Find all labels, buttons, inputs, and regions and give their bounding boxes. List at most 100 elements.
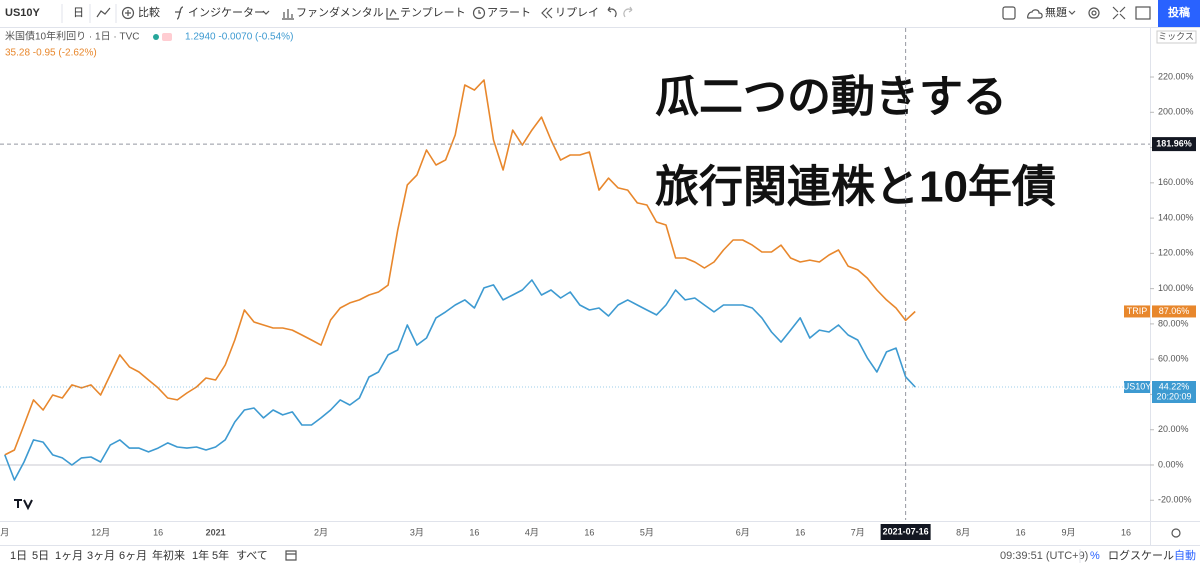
symbol[interactable]: US10Y bbox=[5, 7, 41, 19]
toolbar-item[interactable]: リプレイ bbox=[555, 6, 599, 19]
log-toggle[interactable]: ログスケール bbox=[1108, 548, 1174, 562]
chevron[interactable] bbox=[1068, 10, 1076, 15]
range-button[interactable]: 5年 bbox=[212, 548, 229, 562]
x-tick-label: 16 bbox=[1016, 527, 1026, 537]
chart-style-icon[interactable] bbox=[96, 7, 111, 18]
date-range-icon[interactable] bbox=[285, 550, 297, 561]
clock: 09:39:51 (UTC+9) bbox=[1000, 550, 1088, 562]
x-tick-label: 16 bbox=[584, 527, 594, 537]
range-button[interactable]: 3ヶ月 bbox=[87, 550, 115, 562]
annotation: 旅行関連株と10年債 bbox=[655, 163, 1056, 212]
annotation: 瓜二つの動きする bbox=[655, 73, 1007, 122]
expand-icon[interactable] bbox=[1112, 6, 1126, 20]
y-tick-label: -20.00% bbox=[1158, 495, 1192, 505]
series-name-badge bbox=[1124, 381, 1150, 394]
fullscreen-icon[interactable] bbox=[1135, 6, 1151, 20]
crosshair-x-label: 2021-07-16 bbox=[883, 526, 929, 536]
x-tick-label: 16 bbox=[469, 527, 479, 537]
toolbar-item[interactable]: テンプレート bbox=[400, 6, 466, 19]
range-button[interactable]: 5日 bbox=[32, 550, 49, 562]
template-icon[interactable] bbox=[386, 8, 399, 20]
legend-main-quote: 1.2940 -0.0070 (-0.54%) bbox=[185, 32, 293, 43]
scale-mode-box[interactable] bbox=[1156, 30, 1197, 44]
last-value-label: 44.22% bbox=[1159, 381, 1190, 391]
compare-icon[interactable] bbox=[121, 6, 135, 20]
x-tick-label: 9月 bbox=[1062, 527, 1076, 537]
crosshair-x-box bbox=[880, 524, 931, 540]
settings-icon-core bbox=[1091, 10, 1097, 16]
undo-icon[interactable] bbox=[607, 6, 617, 18]
y-tick-label: 140.00% bbox=[1158, 212, 1194, 222]
x-tick-label: 16 bbox=[153, 527, 163, 537]
x-tick-label: 12月 bbox=[91, 527, 110, 537]
y-tick-label: 220.00% bbox=[1158, 71, 1194, 81]
legend-main: 米国債10年利回り · 1日 · TVC bbox=[5, 30, 139, 43]
alert-icon[interactable] bbox=[472, 6, 486, 20]
x-tick-label: 3月 bbox=[410, 527, 424, 537]
range-button[interactable]: 1ヶ月 bbox=[55, 550, 83, 562]
interval[interactable]: 日 bbox=[73, 7, 84, 19]
indicator-icon[interactable] bbox=[175, 6, 184, 20]
x-tick-label: 4月 bbox=[525, 527, 539, 537]
range-button[interactable]: すべて bbox=[236, 549, 268, 562]
x-tick-label: 月 bbox=[0, 527, 9, 537]
compare-icon-plus bbox=[125, 10, 131, 16]
series-line bbox=[4, 79, 916, 456]
y-tick-label: 0.00% bbox=[1158, 459, 1184, 469]
range-button[interactable]: 1日 bbox=[10, 550, 27, 562]
chevron[interactable] bbox=[262, 10, 270, 15]
x-tick-label: 2月 bbox=[314, 527, 328, 537]
x-tick-label: 16 bbox=[795, 527, 805, 537]
countdown: 20:20:09 bbox=[1156, 391, 1191, 401]
settings-icon[interactable] bbox=[1088, 7, 1100, 19]
y-tick-label: 100.00% bbox=[1158, 283, 1194, 293]
publish-label[interactable]: 投稿 bbox=[1168, 5, 1190, 19]
x-tick-label: 16 bbox=[1121, 527, 1131, 537]
tradingview-logo bbox=[14, 499, 33, 511]
y-tick-label: 20.00% bbox=[1158, 424, 1189, 434]
alert-icon-hands bbox=[478, 10, 481, 14]
crosshair-y-label: 181.96% bbox=[1156, 138, 1192, 148]
percent-toggle[interactable]: % bbox=[1090, 550, 1100, 562]
toolbar-item[interactable]: 比較 bbox=[138, 5, 160, 19]
y-tick-label: 80.00% bbox=[1158, 318, 1189, 328]
y-tick-label: 120.00% bbox=[1158, 248, 1194, 258]
x-tick-label: 6月 bbox=[736, 527, 750, 537]
series-line bbox=[4, 279, 916, 481]
legend-dot bbox=[162, 33, 172, 41]
range-button[interactable]: 1年 bbox=[192, 548, 209, 562]
publish-button[interactable] bbox=[1158, 0, 1200, 27]
auto-toggle[interactable]: 自動 bbox=[1174, 548, 1196, 562]
legend-dot bbox=[153, 34, 159, 40]
range-button[interactable]: 6ヶ月 bbox=[119, 550, 147, 562]
x-tick-label: 5月 bbox=[640, 527, 654, 537]
replay-icon[interactable] bbox=[541, 7, 553, 19]
toolbar-item[interactable]: インジケーター bbox=[188, 6, 265, 19]
y-tick-label: 200.00% bbox=[1158, 107, 1194, 117]
last-value-badge bbox=[1152, 381, 1196, 404]
toolbar bbox=[0, 0, 1200, 27]
series-name: US10Y bbox=[1123, 381, 1152, 391]
fundamental-icon[interactable] bbox=[282, 9, 294, 20]
scale-mode[interactable]: ミックス bbox=[1158, 31, 1194, 41]
y-tick-label: 160.00% bbox=[1158, 177, 1194, 187]
toolbar-item[interactable]: ファンダメンタル bbox=[296, 5, 384, 19]
range-button[interactable]: 年初来 bbox=[152, 548, 185, 562]
crosshair-y-box bbox=[1152, 137, 1196, 152]
cloud-icon[interactable] bbox=[1027, 9, 1043, 19]
series-name-badge bbox=[1124, 305, 1150, 318]
last-value-badge bbox=[1152, 305, 1196, 318]
toolbar-item[interactable]: アラート bbox=[487, 7, 531, 19]
layout-name[interactable]: 無題 bbox=[1045, 5, 1067, 19]
x-tick-label: 2021 bbox=[206, 527, 226, 537]
axis-settings-icon[interactable] bbox=[1171, 528, 1181, 538]
select-icon[interactable] bbox=[1002, 6, 1016, 20]
redo-icon[interactable] bbox=[623, 6, 633, 18]
legend-compare-quote: 35.28 -0.95 (-2.62%) bbox=[5, 48, 97, 59]
series-name: TRIP bbox=[1127, 306, 1148, 316]
last-value-label: 87.06% bbox=[1159, 306, 1190, 316]
y-tick-label: 60.00% bbox=[1158, 354, 1189, 364]
x-tick-label: 8月 bbox=[956, 527, 970, 537]
x-tick-label: 7月 bbox=[851, 527, 865, 537]
